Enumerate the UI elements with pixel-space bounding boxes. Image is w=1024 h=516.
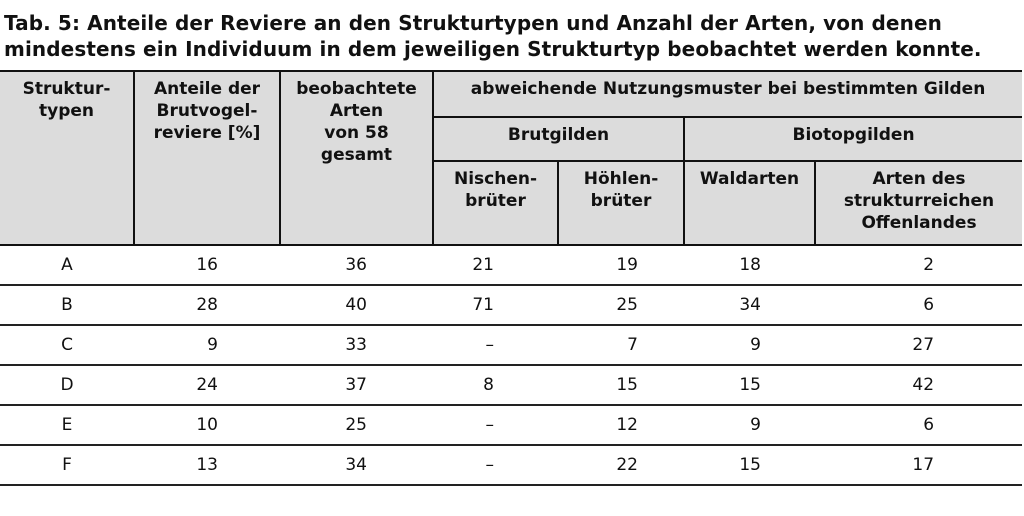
cell-hoehlen: 7 bbox=[558, 325, 684, 366]
cell-nischen: 8 bbox=[433, 365, 558, 406]
header-brutgilden: Brutgilden bbox=[433, 117, 685, 162]
cell-arten: 33 bbox=[280, 325, 433, 366]
cell-nischen: – bbox=[433, 325, 558, 366]
header-biotopgilden: Biotopgilden bbox=[684, 117, 1023, 162]
table-row: E 10 25 – 12 9 6 bbox=[0, 405, 1023, 446]
header-nischen-label: Nischen- brüter bbox=[453, 169, 538, 211]
header-strukturtypen-label: Struktur- typen bbox=[22, 79, 111, 121]
cell-nischen: – bbox=[433, 445, 558, 486]
cell-arten: 25 bbox=[280, 405, 433, 446]
cell-offen: 27 bbox=[815, 325, 1023, 366]
cell-anteile: 16 bbox=[134, 245, 280, 286]
header-brutgilden-label: Brutgilden bbox=[507, 125, 610, 145]
header-waldarten-label: Waldarten bbox=[699, 169, 800, 189]
cell-offen: 42 bbox=[815, 365, 1023, 406]
cell-wald: 9 bbox=[684, 325, 815, 366]
cell-nischen: 71 bbox=[433, 285, 558, 326]
cell-hoehlen: 15 bbox=[558, 365, 684, 406]
table-row: F 13 34 – 22 15 17 bbox=[0, 445, 1023, 486]
header-offenland: Arten des strukturreichen Offenlandes bbox=[815, 161, 1023, 246]
header-abweichende: abweichende Nutzungsmuster bei bestimmte… bbox=[433, 70, 1023, 118]
header-hoehlenbrueter: Höhlen- brüter bbox=[558, 161, 685, 246]
cell-typ: C bbox=[0, 325, 134, 366]
cell-wald: 34 bbox=[684, 285, 815, 326]
cell-nischen: – bbox=[433, 405, 558, 446]
cell-wald: 15 bbox=[684, 445, 815, 486]
header-arten-label: beobachtete Arten von 58 gesamt bbox=[296, 79, 417, 165]
header-abweichende-label: abweichende Nutzungsmuster bei bestimmte… bbox=[470, 79, 986, 99]
cell-typ: A bbox=[0, 245, 134, 286]
table-row: D 24 37 8 15 15 42 bbox=[0, 365, 1023, 406]
header-arten: beobachtete Arten von 58 gesamt bbox=[280, 70, 434, 246]
cell-wald: 15 bbox=[684, 365, 815, 406]
cell-arten: 37 bbox=[280, 365, 433, 406]
header-biotopgilden-label: Biotopgilden bbox=[792, 125, 915, 145]
cell-nischen: 21 bbox=[433, 245, 558, 286]
header-waldarten: Waldarten bbox=[684, 161, 816, 246]
caption-line-2: mindestens ein Individuum in dem jeweili… bbox=[4, 37, 982, 61]
header-nischenbrueter: Nischen- brüter bbox=[433, 161, 559, 246]
header-anteile: Anteile der Brutvogel- reviere [%] bbox=[134, 70, 281, 246]
cell-typ: F bbox=[0, 445, 134, 486]
cell-hoehlen: 22 bbox=[558, 445, 684, 486]
cell-offen: 17 bbox=[815, 445, 1023, 486]
header-hoehlen-label: Höhlen- brüter bbox=[583, 169, 659, 211]
cell-hoehlen: 12 bbox=[558, 405, 684, 446]
header-anteile-label: Anteile der Brutvogel- reviere [%] bbox=[153, 79, 261, 143]
header-strukturtypen: Struktur- typen bbox=[0, 70, 135, 246]
cell-wald: 9 bbox=[684, 405, 815, 446]
header-offenland-label: Arten des strukturreichen Offenlandes bbox=[843, 169, 995, 233]
cell-anteile: 24 bbox=[134, 365, 280, 406]
cell-hoehlen: 19 bbox=[558, 245, 684, 286]
cell-typ: E bbox=[0, 405, 134, 446]
cell-anteile: 9 bbox=[134, 325, 280, 366]
cell-offen: 6 bbox=[815, 285, 1023, 326]
table-row: B 28 40 71 25 34 6 bbox=[0, 285, 1023, 326]
data-table: Struktur- typen Anteile der Brutvogel- r… bbox=[0, 70, 1023, 486]
cell-wald: 18 bbox=[684, 245, 815, 286]
cell-anteile: 10 bbox=[134, 405, 280, 446]
cell-arten: 40 bbox=[280, 285, 433, 326]
cell-typ: B bbox=[0, 285, 134, 326]
cell-hoehlen: 25 bbox=[558, 285, 684, 326]
cell-anteile: 13 bbox=[134, 445, 280, 486]
table-row: A 16 36 21 19 18 2 bbox=[0, 245, 1023, 286]
table-caption: Tab. 5: Anteile der Reviere an den Struk… bbox=[4, 10, 1020, 62]
cell-offen: 6 bbox=[815, 405, 1023, 446]
caption-line-1: Tab. 5: Anteile der Reviere an den Struk… bbox=[4, 11, 942, 35]
table-row: C 9 33 – 7 9 27 bbox=[0, 325, 1023, 366]
cell-anteile: 28 bbox=[134, 285, 280, 326]
cell-arten: 36 bbox=[280, 245, 433, 286]
cell-typ: D bbox=[0, 365, 134, 406]
cell-arten: 34 bbox=[280, 445, 433, 486]
cell-offen: 2 bbox=[815, 245, 1023, 286]
